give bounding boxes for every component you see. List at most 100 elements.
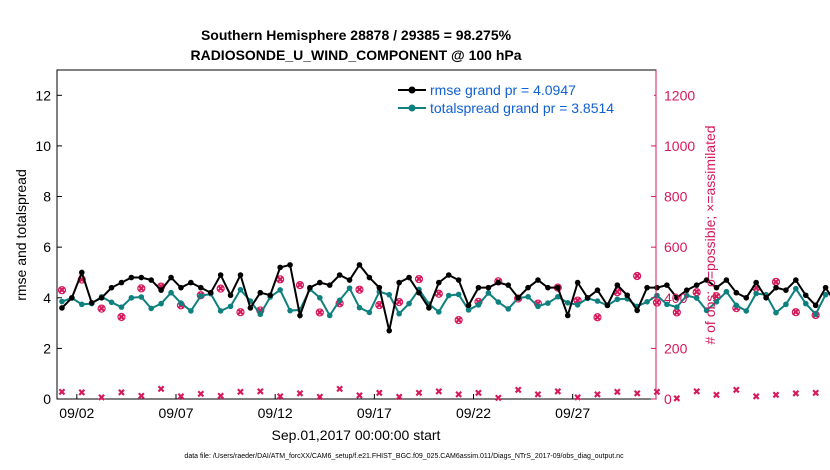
obs-possible-marker — [633, 271, 642, 281]
x-tick-label: 09/12 — [258, 405, 293, 421]
rmse-point — [356, 262, 363, 268]
obs-possible-marker — [216, 284, 225, 293]
rmse-point — [396, 279, 402, 286]
totalspread-point — [802, 300, 809, 307]
totalspread-point — [614, 296, 621, 303]
y2-tick-label: 600 — [664, 239, 688, 255]
obs-assimilated-on-possible: ✖ — [117, 313, 125, 324]
obs-possible-marker — [593, 313, 602, 322]
totalspread-point — [237, 286, 244, 293]
rmse-point — [386, 327, 393, 334]
y2-tick-label: 0 — [664, 391, 672, 407]
obs-assimilated-marker: ✖ — [197, 389, 205, 400]
rmse-point — [822, 284, 829, 291]
totalspread-point — [535, 303, 541, 310]
obs-assimilated-marker: ✖ — [276, 392, 284, 403]
rmse-point — [326, 282, 333, 288]
totalspread-point — [564, 300, 571, 306]
totalspread-point — [683, 292, 690, 299]
rmse-point — [148, 277, 155, 283]
totalspread-point — [386, 291, 393, 298]
totalspread-point — [753, 290, 759, 297]
obs-assimilated-marker: ✖ — [673, 394, 681, 405]
rmse-point — [237, 272, 244, 278]
obs-assimilated-marker: ✖ — [454, 390, 462, 401]
rmse-point — [604, 302, 611, 309]
obs-assimilated-on-possible: ✖ — [752, 283, 760, 294]
totalspread-point — [287, 307, 293, 314]
totalspread-point — [78, 301, 85, 308]
totalspread-point — [396, 310, 402, 317]
legend-box — [396, 80, 654, 120]
y-tick-label: 12 — [35, 87, 51, 103]
obs-assimilated-marker: ✖ — [117, 388, 125, 399]
obs-assimilated-marker: ✖ — [494, 394, 502, 405]
rmse-point — [188, 279, 194, 286]
rmse-point — [614, 282, 621, 288]
totalspread-point — [178, 300, 184, 306]
totalspread-point — [257, 311, 264, 318]
x-tick-label: 09/17 — [357, 405, 392, 421]
totalspread-point — [465, 307, 472, 313]
y-axis-label: rmse and totalspread — [13, 169, 29, 301]
rmse-point — [505, 282, 512, 288]
obs-possible-marker — [117, 312, 126, 322]
rmse-point — [525, 284, 531, 291]
obs-assimilated-marker: ✖ — [692, 387, 700, 398]
obs-assimilated-on-possible: ✖ — [415, 275, 423, 286]
rmse-point — [128, 274, 135, 281]
rmse-point — [644, 284, 650, 291]
obs-possible-marker — [652, 298, 662, 307]
obs-assimilated-marker: ✖ — [792, 389, 800, 400]
rmse-point — [664, 282, 670, 288]
rmse-point — [753, 279, 759, 286]
obs-assimilated-on-possible: ✖ — [137, 284, 145, 295]
obs-assimilated-on-possible: ✖ — [97, 304, 105, 315]
rmse-point — [197, 284, 204, 291]
obs-assimilated-on-possible: ✖ — [276, 275, 284, 286]
legend-spread-marker — [408, 104, 416, 112]
rmse-point — [247, 305, 254, 311]
totalspread-point — [188, 308, 194, 314]
totalspread-point — [346, 285, 353, 291]
rmse-point — [436, 279, 442, 286]
obs-assimilated-on-possible: ✖ — [216, 284, 224, 295]
rmse-point — [475, 284, 482, 291]
rmse-point — [495, 279, 502, 286]
rmse-point — [624, 292, 631, 299]
obs-assimilated-marker: ✖ — [355, 391, 363, 402]
y2-tick-label: 400 — [664, 290, 688, 306]
rmse-point — [366, 274, 373, 281]
obs-assimilated-marker: ✖ — [752, 392, 760, 403]
rmse-point — [346, 277, 353, 283]
rmse-point — [654, 284, 660, 291]
totalspread-point — [713, 299, 720, 305]
obs-assimilated-marker: ✖ — [435, 387, 443, 398]
legend-rmse-marker — [408, 86, 416, 94]
obs-assimilated-marker: ✖ — [78, 388, 86, 399]
obs-assimilated-marker: ✖ — [593, 390, 601, 401]
rmse-point — [307, 284, 313, 291]
rmse-point — [812, 302, 819, 309]
obs-assimilated-marker: ✖ — [613, 388, 621, 399]
rmse-point — [773, 284, 779, 291]
x-tick-label: 09/07 — [158, 405, 193, 421]
obs-assimilated-marker: ✖ — [554, 387, 562, 398]
obs-assimilated-on-possible: ✖ — [454, 316, 462, 327]
obs-possible-marker — [236, 308, 245, 317]
rmse-point — [178, 284, 184, 291]
totalspread-point — [128, 294, 135, 301]
totalspread-point — [495, 299, 502, 305]
totalspread-point — [168, 289, 174, 296]
obs-possible-marker — [137, 284, 146, 293]
obs-assimilated-marker: ✖ — [97, 393, 105, 404]
rmse-point — [227, 292, 234, 299]
rmse-point — [59, 305, 65, 311]
totalspread-point — [773, 309, 779, 316]
obs-possible-marker — [97, 304, 106, 313]
footer-data-file: data file: /Users/raeder/DAI/ATM_forcXX/… — [184, 453, 624, 460]
obs-assimilated-marker: ✖ — [395, 393, 403, 404]
totalspread-point — [555, 293, 561, 300]
totalspread-point — [317, 294, 323, 301]
obs-assimilated-on-possible: ✖ — [335, 299, 343, 310]
